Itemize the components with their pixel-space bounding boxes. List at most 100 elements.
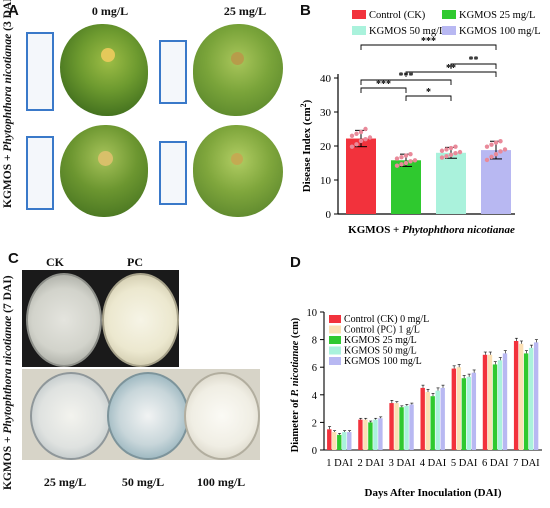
- petri-dish-100mg: [184, 372, 260, 460]
- chart-d-bar-6-3: [528, 347, 534, 450]
- petri-dish-50mg: [107, 372, 189, 460]
- ruler-card: [26, 136, 54, 210]
- chart-d-bar-3-4: [440, 387, 445, 450]
- chart-d-bar-2-3: [404, 405, 409, 450]
- chart-b-point-3-3: [498, 149, 503, 154]
- leaf-lesion: [98, 151, 113, 166]
- chart-d-bar-6-1: [518, 343, 524, 450]
- chart-b-point-3-4: [502, 147, 508, 152]
- panel-c-label-ck: CK: [46, 255, 64, 269]
- legend-swatch-b-0: [352, 10, 366, 19]
- chart-d-ytick-label-0: 0: [312, 446, 317, 457]
- legend-label-d-1: Control (PC) 1 g/L: [344, 325, 420, 336]
- chart-b-ytick-label-10: 10: [320, 175, 332, 187]
- panel-a-side-label: KGMOS + Phytophthora nicotianae (3 DAI): [2, 0, 14, 208]
- leaf-lesion: [101, 48, 115, 62]
- chart-b-point-0-7: [358, 129, 364, 135]
- chart-b-point-1-5: [394, 156, 400, 161]
- chart-b-point-2-7: [448, 145, 454, 151]
- chart-b-point-2-3: [453, 150, 458, 156]
- chart-d-ylabel: Diameter of P. nicotianae (cm): [290, 317, 301, 452]
- chart-d-bar-6-0: [513, 340, 519, 450]
- legend-label-d-0: Control (CK) 0 mg/L: [344, 314, 429, 325]
- chart-b-sig-bracket-0: [360, 87, 407, 93]
- chart-b-xlabel: KGMOS + Phytophthora nicotianae: [348, 224, 515, 236]
- chart-d-ytick-label-10: 10: [307, 308, 318, 319]
- leaf-shape: [60, 24, 148, 116]
- leaf-photo-0mg-top: [22, 20, 152, 119]
- chart-d-bar-1-1: [363, 419, 368, 450]
- panel-c-side-label: KGMOS + Phytophthora nicotianae (7 DAI): [2, 275, 14, 490]
- chart-d-bar-5-4: [502, 353, 508, 450]
- chart-d-xtick-label-0: 1 DAI: [326, 458, 353, 469]
- leaf-photo-25mg-top: [155, 20, 288, 119]
- legend-label-b-0: Control (CK): [369, 10, 426, 21]
- chart-d-bar-1-4: [378, 418, 383, 450]
- chart-b-point-0-8: [363, 126, 368, 132]
- chart-b-point-0-5: [349, 133, 355, 138]
- chart-b-point-2-6: [444, 147, 449, 152]
- chart-b-sig-label-5: **: [469, 55, 479, 66]
- panel-a-col-label-1: 0 mg/L: [91, 4, 129, 18]
- chart-b-sig-bracket-5: [450, 63, 497, 69]
- chart-b-disease-index: Control (CK) KGMOS 25 mg/L KGMOS 50 mg/L KG…: [299, 10, 541, 236]
- legend-label-b-1: KGMOS 25 mg/L: [459, 10, 535, 21]
- chart-d-ytick-label-6: 6: [312, 363, 317, 374]
- chart-b-point-3-2: [493, 151, 499, 157]
- chart-b-ylabel: Disease Index (cm2): [299, 99, 314, 192]
- ruler-card: [159, 141, 187, 205]
- legend-label-b-2: KGMOS 50 mg/L: [369, 26, 445, 37]
- chart-b-point-2-5: [439, 148, 445, 153]
- chart-b-point-1-8: [408, 151, 413, 157]
- panel-c-label-100: 100 mg/L: [196, 475, 246, 489]
- chart-d-bar-1-2: [368, 422, 373, 450]
- chart-d-bar-1-3: [373, 419, 378, 450]
- chart-b-point-3-8: [498, 139, 503, 144]
- chart-b-point-0-2: [358, 138, 364, 144]
- chart-b-point-2-0: [439, 155, 445, 160]
- legend-swatch-b-3: [442, 26, 456, 35]
- chart-b-ytick-label-20: 20: [320, 141, 332, 153]
- chart-b-point-0-6: [354, 131, 359, 136]
- chart-b-bar-0: [346, 138, 376, 214]
- chart-b-point-1-3: [408, 159, 413, 164]
- petri-dish-pc: [102, 273, 179, 367]
- chart-d-diameter: 0 2 4 6 8 10 1 DAI 2 DAI 3 DAI 4 DAI 5 DAI 6 DAI 7 D…: [290, 308, 542, 499]
- leaf-photo-0mg-bottom: [22, 121, 152, 220]
- chart-b-point-2-1: [444, 154, 449, 159]
- chart-d-bar-0-2: [337, 434, 342, 450]
- chart-b-point-0-1: [354, 142, 359, 147]
- chart-d-bar-4-0: [451, 368, 457, 450]
- chart-d-bar-3-2: [430, 396, 435, 450]
- legend-label-b-3: KGMOS 100 mg/L: [459, 26, 541, 37]
- chart-b-bar-1: [391, 160, 421, 214]
- legend-label-d-4: KGMOS 100 mg/L: [344, 356, 422, 367]
- chart-d-bar-3-1: [425, 392, 430, 450]
- legend-swatch-b-1: [442, 10, 456, 19]
- chart-b-point-1-7: [403, 153, 409, 158]
- chart-d-bar-5-2: [492, 364, 498, 450]
- leaf-shape: [60, 125, 148, 217]
- chart-d-ytick-label-4: 4: [312, 391, 318, 402]
- legend-swatch-b-2: [352, 26, 366, 35]
- chart-b-sig-label-2: ***: [421, 36, 436, 47]
- chart-b-bar-2: [436, 152, 466, 214]
- chart-d-bar-0-4: [347, 432, 352, 450]
- chart-b-point-1-0: [394, 163, 400, 168]
- chart-b-point-3-0: [484, 157, 490, 163]
- legend-swatch-d-4: [329, 357, 341, 365]
- chart-d-xtick-label-6: 7 DAI: [513, 458, 540, 469]
- chart-d-bar-1-0: [358, 419, 363, 450]
- panel-c-label-50: 50 mg/L: [121, 475, 165, 489]
- chart-d-ytick-label-8: 8: [312, 336, 317, 347]
- chart-b-point-1-6: [399, 155, 404, 160]
- chart-b-ytick-label-0: 0: [326, 209, 332, 221]
- chart-b-sig-bracket-2: [360, 44, 497, 50]
- chart-d-bar-5-3: [497, 360, 503, 450]
- chart-d-bar-2-0: [389, 403, 394, 450]
- chart-d-bar-2-4: [409, 404, 414, 450]
- chart-d-bar-5-0: [482, 354, 488, 450]
- chart-b-sig-bracket-3: [405, 95, 452, 101]
- legend-swatch-d-0: [329, 315, 341, 323]
- panel-a-col-label-2: 25 mg/L: [223, 4, 267, 18]
